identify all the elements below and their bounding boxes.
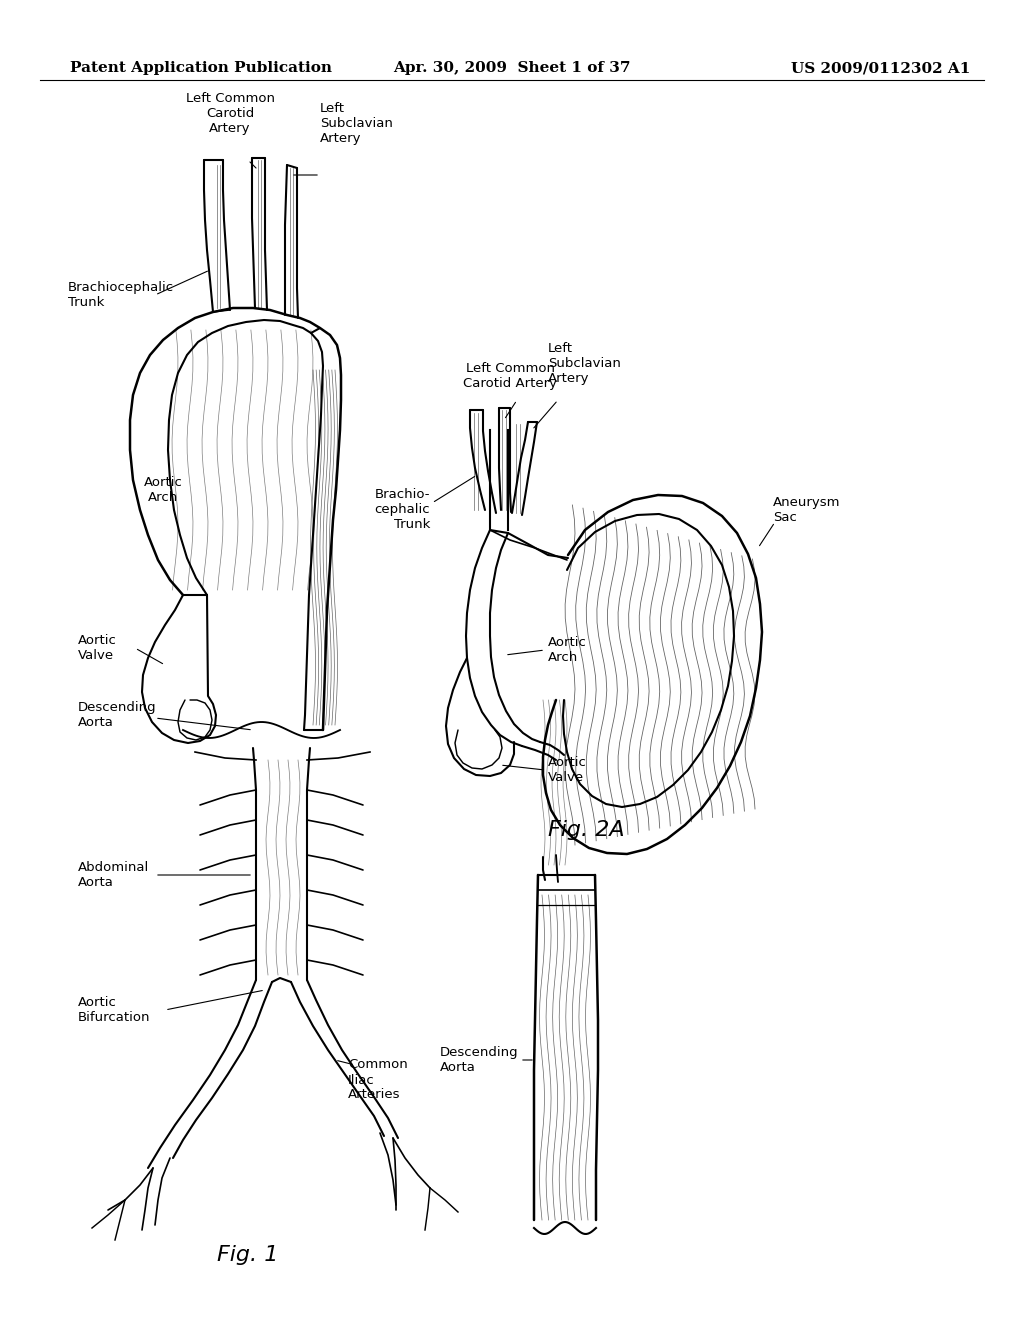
Text: Brachiocephalic
Trunk: Brachiocephalic Trunk (68, 281, 174, 309)
Text: Aortic
Valve: Aortic Valve (78, 634, 117, 663)
Text: Brachio-
cephalic
Trunk: Brachio- cephalic Trunk (375, 488, 430, 532)
Text: Left Common
Carotid
Artery: Left Common Carotid Artery (185, 92, 274, 135)
Text: Patent Application Publication: Patent Application Publication (70, 61, 332, 75)
Text: Descending
Aorta: Descending Aorta (78, 701, 157, 729)
Text: Fig. 1: Fig. 1 (217, 1245, 279, 1265)
Text: Aortic
Valve: Aortic Valve (548, 756, 587, 784)
Text: Aortic
Bifurcation: Aortic Bifurcation (78, 997, 151, 1024)
Text: Aneurysm
Sac: Aneurysm Sac (773, 496, 841, 524)
Text: Fig. 2A: Fig. 2A (548, 820, 625, 840)
Text: Left
Subclavian
Artery: Left Subclavian Artery (319, 102, 393, 145)
Text: Aortic
Arch: Aortic Arch (143, 477, 182, 504)
Text: Descending
Aorta: Descending Aorta (440, 1045, 518, 1074)
Text: Aortic
Arch: Aortic Arch (548, 636, 587, 664)
Text: Abdominal
Aorta: Abdominal Aorta (78, 861, 150, 888)
Text: Apr. 30, 2009  Sheet 1 of 37: Apr. 30, 2009 Sheet 1 of 37 (393, 61, 631, 75)
Text: US 2009/0112302 A1: US 2009/0112302 A1 (791, 61, 970, 75)
Text: Left Common
Carotid Artery: Left Common Carotid Artery (463, 362, 557, 389)
Text: Common
Iliac
Arteries: Common Iliac Arteries (348, 1059, 408, 1101)
Text: Left
Subclavian
Artery: Left Subclavian Artery (548, 342, 621, 385)
